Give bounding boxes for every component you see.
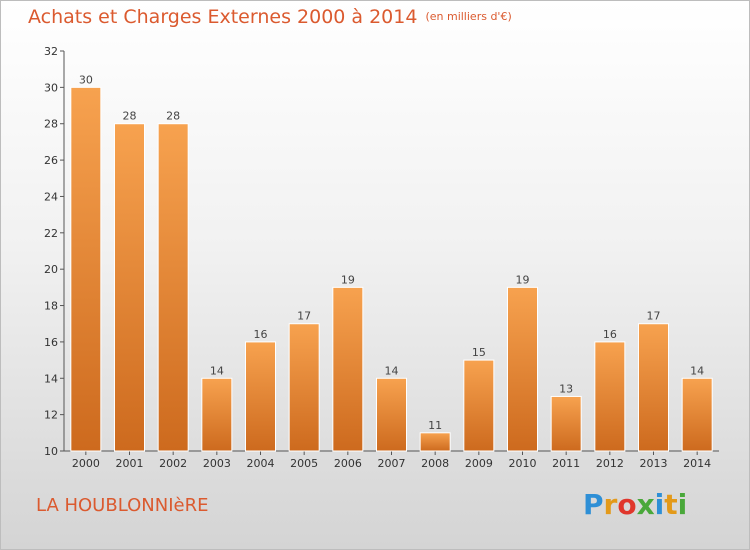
bar[interactable] [114,123,145,452]
bar-value-label: 14 [385,364,399,377]
chart-title: Achats et Charges Externes 2000 à 2014 (e… [28,6,512,28]
y-tick-label: 26 [44,154,58,167]
bar-value-label: 11 [428,419,442,432]
bar[interactable] [463,359,495,452]
commune-name: LA HOUBLONNIèRE [36,495,209,516]
bar[interactable] [201,377,233,452]
y-tick-label: 30 [44,81,58,94]
bar-value-label: 28 [166,110,180,123]
logo-letter: x [636,488,655,521]
x-tick-label: 2012 [596,457,624,470]
x-tick-label: 2010 [509,457,537,470]
bar[interactable] [70,86,102,452]
bar-value-label: 15 [472,346,486,359]
bar-value-label: 19 [341,273,355,286]
bar[interactable] [507,286,538,452]
title-text: Achats et Charges Externes 2000 à 2014 [28,6,418,28]
logo-letter: i [654,488,665,521]
x-tick-label: 2005 [290,457,318,470]
proxiti-logo[interactable]: Proxiti [583,488,687,521]
bars [70,86,713,452]
value-labels: 30 28 28 14 16 17 19 14 11 15 19 13 16 17 14 [79,73,704,431]
y-tick-label: 32 [44,45,58,58]
bar[interactable] [288,323,320,452]
x-tick-label: 2008 [421,457,449,470]
chart-subtitle: (en milliers d'€) [425,10,512,23]
bar[interactable] [550,395,582,452]
bar-value-label: 13 [559,382,573,395]
logo-letter: t [664,488,678,521]
bar-value-label: 16 [254,328,268,341]
logo-letter: P [583,488,604,521]
bar[interactable] [594,341,626,452]
x-tick-label: 2003 [203,457,231,470]
x-tick-label: 2013 [640,457,668,470]
x-tick-label: 2004 [247,457,275,470]
bar[interactable] [157,123,189,452]
x-tick-label: 2002 [159,457,187,470]
y-tick-label: 28 [44,118,58,131]
bar-value-label: 28 [123,110,137,123]
bar-value-label: 17 [297,310,311,323]
bar[interactable] [376,377,407,452]
bar[interactable] [245,341,276,452]
y-tick-label: 12 [44,409,58,422]
x-tick-label: 2011 [552,457,580,470]
bar-value-label: 17 [647,310,661,323]
x-tick-label: 2009 [465,457,493,470]
logo-letter: r [603,488,618,521]
logo-letter: i [677,488,688,521]
bar-value-label: 30 [79,73,93,86]
bar[interactable] [419,432,451,452]
bar[interactable] [332,286,364,452]
y-tick-label: 14 [44,372,58,385]
y-tick-label: 22 [44,227,58,240]
y-tick-label: 24 [44,190,58,203]
bar-value-label: 19 [516,273,530,286]
bar-value-label: 16 [603,328,617,341]
bar-value-label: 14 [690,364,704,377]
y-tick-label: 20 [44,263,58,276]
x-tick-label: 2001 [116,457,144,470]
x-tick-label: 2006 [334,457,362,470]
y-tick-label: 10 [44,445,58,458]
x-tick-label: 2007 [378,457,406,470]
y-tick-label: 16 [44,336,58,349]
x-tick-label: 2000 [72,457,100,470]
bar[interactable] [681,377,713,452]
bar[interactable] [638,323,669,452]
bar-value-label: 14 [210,364,224,377]
x-tick-label: 2014 [683,457,711,470]
logo-letter: o [617,488,637,521]
y-tick-label: 18 [44,300,58,313]
